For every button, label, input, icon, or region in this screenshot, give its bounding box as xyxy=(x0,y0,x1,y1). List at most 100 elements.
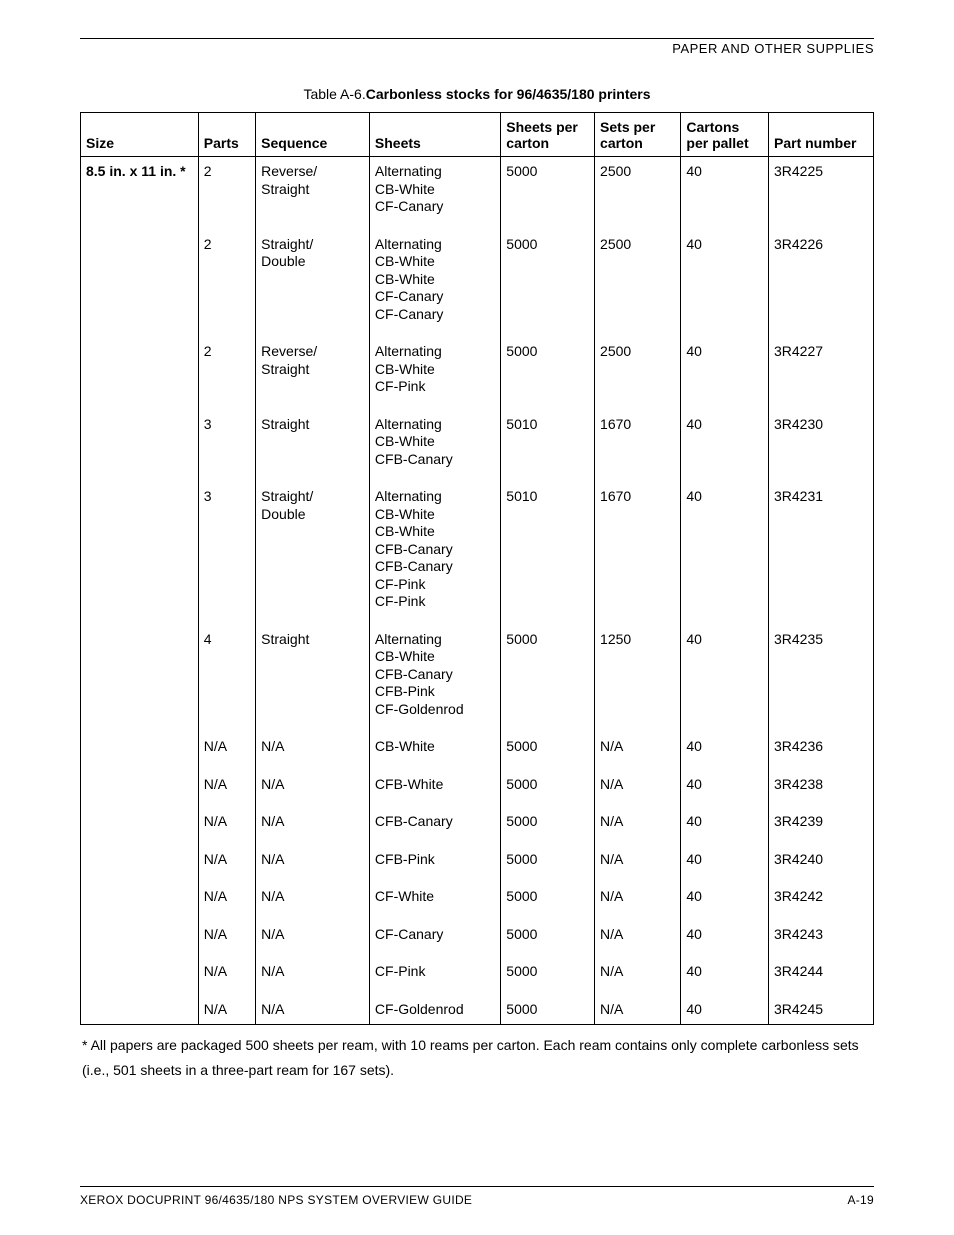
header-section: PAPER AND OTHER SUPPLIES xyxy=(80,41,874,56)
table-row: 4StraightAlternating CB-White CFB-Canary… xyxy=(81,625,874,733)
cell-part-number: 3R4243 xyxy=(769,920,874,958)
table-row: N/AN/ACFB-White5000N/A403R4238 xyxy=(81,770,874,808)
cell-parts: N/A xyxy=(198,732,255,770)
cell-parts: N/A xyxy=(198,845,255,883)
cell-sheets: CF-Canary xyxy=(369,920,500,958)
cell-sequence: N/A xyxy=(256,957,370,995)
cell-sequence: Reverse/ Straight xyxy=(256,157,370,230)
cell-size xyxy=(81,920,199,958)
cell-sets-per-carton: N/A xyxy=(595,732,681,770)
cell-sets-per-carton: N/A xyxy=(595,807,681,845)
cell-sheets-per-carton: 5000 xyxy=(501,157,595,230)
table-row: N/AN/ACF-Pink5000N/A403R4244 xyxy=(81,957,874,995)
cell-cartons-per-pallet: 40 xyxy=(681,770,769,808)
cell-size xyxy=(81,882,199,920)
cell-sheets-per-carton: 5000 xyxy=(501,337,595,410)
cell-sheets: CFB-Canary xyxy=(369,807,500,845)
cell-size xyxy=(81,410,199,483)
table-caption: Table A-6.Carbonless stocks for 96/4635/… xyxy=(80,86,874,102)
col-parts: Parts xyxy=(198,113,255,157)
cell-part-number: 3R4242 xyxy=(769,882,874,920)
cell-sheets-per-carton: 5000 xyxy=(501,732,595,770)
cell-parts: 2 xyxy=(198,337,255,410)
cell-sets-per-carton: 2500 xyxy=(595,337,681,410)
cell-sheets: Alternating CB-White CF-Canary xyxy=(369,157,500,230)
cell-parts: 2 xyxy=(198,230,255,338)
cell-part-number: 3R4235 xyxy=(769,625,874,733)
cell-cartons-per-pallet: 40 xyxy=(681,807,769,845)
col-part-number: Part number xyxy=(769,113,874,157)
cell-sheets-per-carton: 5000 xyxy=(501,807,595,845)
cell-sequence: N/A xyxy=(256,995,370,1025)
cell-sets-per-carton: 2500 xyxy=(595,157,681,230)
cell-size xyxy=(81,625,199,733)
cell-cartons-per-pallet: 40 xyxy=(681,845,769,883)
cell-sheets: CF-White xyxy=(369,882,500,920)
cell-sets-per-carton: 1670 xyxy=(595,482,681,625)
col-sheets: Sheets xyxy=(369,113,500,157)
cell-parts: N/A xyxy=(198,770,255,808)
table-row: N/AN/ACF-Canary5000N/A403R4243 xyxy=(81,920,874,958)
col-sheets-per-carton: Sheets per carton xyxy=(501,113,595,157)
stocks-table: Size Parts Sequence Sheets Sheets per ca… xyxy=(80,112,874,1025)
cell-cartons-per-pallet: 40 xyxy=(681,337,769,410)
cell-sets-per-carton: N/A xyxy=(595,770,681,808)
cell-size xyxy=(81,770,199,808)
cell-cartons-per-pallet: 40 xyxy=(681,230,769,338)
cell-sheets-per-carton: 5000 xyxy=(501,625,595,733)
cell-part-number: 3R4227 xyxy=(769,337,874,410)
cell-size xyxy=(81,230,199,338)
cell-size xyxy=(81,807,199,845)
cell-cartons-per-pallet: 40 xyxy=(681,482,769,625)
cell-part-number: 3R4239 xyxy=(769,807,874,845)
footer: XEROX DOCUPRINT 96/4635/180 NPS SYSTEM O… xyxy=(80,1186,874,1207)
table-row: 2Straight/ DoubleAlternating CB-White CB… xyxy=(81,230,874,338)
table-row: N/AN/ACB-White5000N/A403R4236 xyxy=(81,732,874,770)
cell-parts: N/A xyxy=(198,957,255,995)
cell-sets-per-carton: N/A xyxy=(595,995,681,1025)
cell-cartons-per-pallet: 40 xyxy=(681,732,769,770)
cell-cartons-per-pallet: 40 xyxy=(681,882,769,920)
cell-part-number: 3R4230 xyxy=(769,410,874,483)
cell-sheets-per-carton: 5000 xyxy=(501,770,595,808)
cell-parts: N/A xyxy=(198,807,255,845)
cell-sheets-per-carton: 5010 xyxy=(501,482,595,625)
footnote: * All papers are packaged 500 sheets per… xyxy=(80,1033,874,1083)
cell-sheets: CB-White xyxy=(369,732,500,770)
cell-sequence: Straight xyxy=(256,625,370,733)
cell-cartons-per-pallet: 40 xyxy=(681,410,769,483)
cell-part-number: 3R4226 xyxy=(769,230,874,338)
cell-sets-per-carton: N/A xyxy=(595,957,681,995)
cell-sets-per-carton: 1250 xyxy=(595,625,681,733)
cell-sequence: Straight xyxy=(256,410,370,483)
cell-sequence: Reverse/ Straight xyxy=(256,337,370,410)
cell-size: 8.5 in. x 11 in. * xyxy=(81,157,199,230)
cell-parts: 2 xyxy=(198,157,255,230)
cell-sets-per-carton: 1670 xyxy=(595,410,681,483)
cell-sheets-per-carton: 5000 xyxy=(501,845,595,883)
cell-parts: 3 xyxy=(198,410,255,483)
table-row: N/AN/ACF-White5000N/A403R4242 xyxy=(81,882,874,920)
cell-parts: N/A xyxy=(198,920,255,958)
cell-part-number: 3R4238 xyxy=(769,770,874,808)
cell-parts: 4 xyxy=(198,625,255,733)
cell-part-number: 3R4240 xyxy=(769,845,874,883)
cell-sets-per-carton: N/A xyxy=(595,882,681,920)
table-row: 2Reverse/ StraightAlternating CB-White C… xyxy=(81,337,874,410)
cell-cartons-per-pallet: 40 xyxy=(681,957,769,995)
cell-size xyxy=(81,957,199,995)
cell-cartons-per-pallet: 40 xyxy=(681,625,769,733)
cell-sets-per-carton: 2500 xyxy=(595,230,681,338)
cell-sequence: Straight/ Double xyxy=(256,230,370,338)
cell-parts: 3 xyxy=(198,482,255,625)
table-row: N/AN/ACF-Goldenrod5000N/A403R4245 xyxy=(81,995,874,1025)
cell-sheets: Alternating CB-White CB-White CF-Canary … xyxy=(369,230,500,338)
cell-part-number: 3R4236 xyxy=(769,732,874,770)
col-sequence: Sequence xyxy=(256,113,370,157)
header-rule xyxy=(80,38,874,39)
cell-sheets: CFB-Pink xyxy=(369,845,500,883)
table-row: 8.5 in. x 11 in. *2Reverse/ StraightAlte… xyxy=(81,157,874,230)
cell-size xyxy=(81,337,199,410)
cell-size xyxy=(81,732,199,770)
col-sets-per-carton: Sets per carton xyxy=(595,113,681,157)
